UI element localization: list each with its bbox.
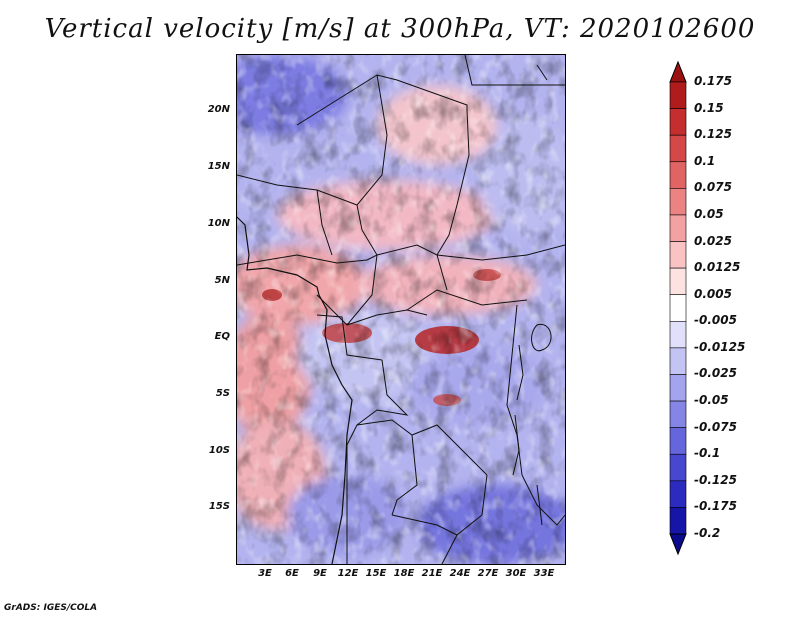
colorbar-tick-label: -0.05 <box>694 393 729 408</box>
lon-label: 33E <box>533 568 555 579</box>
credit-text: GrADS: IGES/COLA <box>4 603 98 613</box>
colorbar-tick-label: 0.125 <box>694 127 732 142</box>
colorbar-segment <box>669 374 687 402</box>
lat-label: 15N <box>207 161 230 172</box>
lon-label: 6E <box>285 568 299 579</box>
colorbar-segment <box>669 267 687 296</box>
colorbar-segment <box>669 294 687 322</box>
texture-light <box>237 55 565 564</box>
lon-label: 18E <box>393 568 415 579</box>
colorbar-tick-label: -0.125 <box>694 472 737 487</box>
coastline <box>237 216 353 564</box>
lon-label: 3E <box>258 568 272 579</box>
colorbar-tick-label: 0.15 <box>694 100 724 115</box>
colorbar-bottom-triangle <box>669 533 687 556</box>
country-borders <box>237 55 565 564</box>
lon-label: 21E <box>421 568 443 579</box>
colorbar-segment <box>669 214 687 242</box>
colorbar-segment <box>669 453 687 482</box>
lat-label: 15S <box>208 501 230 512</box>
lat-label: 5S <box>215 388 230 399</box>
colorbar-segment <box>669 320 687 349</box>
lat-label: 20N <box>207 104 230 115</box>
colorbar-tick-label: -0.025 <box>694 366 737 381</box>
lat-label: 10N <box>207 218 230 229</box>
lakes <box>512 323 552 526</box>
lon-label: 27E <box>477 568 499 579</box>
colorbar-tick-label: 0.05 <box>694 206 724 221</box>
colorbar-segment <box>669 161 687 189</box>
lon-label: 15E <box>365 568 387 579</box>
colorbar-tick-label: 0.025 <box>694 233 732 248</box>
colorbar-tick-label: -0.175 <box>694 499 737 514</box>
colorbar-tick-label: 0.175 <box>694 74 732 88</box>
colorbar-segment <box>669 241 687 269</box>
colorbar-segment <box>669 400 687 428</box>
lon-label: 30E <box>505 568 527 579</box>
colorbar-tick-label: 0.1 <box>694 153 716 168</box>
colorbar-segment <box>669 507 687 535</box>
colorbar-tick-label: 0.075 <box>694 180 732 195</box>
lon-label: 9E <box>313 568 327 579</box>
lon-label: 24E <box>449 568 471 579</box>
colorbar-tick-label: -0.2 <box>694 526 721 540</box>
map-svg <box>237 55 565 564</box>
colorbar-tick-label: -0.005 <box>694 313 737 328</box>
colorbar-segment <box>669 81 687 109</box>
lon-label: 12E <box>337 568 359 579</box>
lat-label: 5N <box>214 275 230 286</box>
colorbar-segment <box>669 188 687 216</box>
colorbar-segment <box>669 134 687 163</box>
map-panel <box>236 54 566 565</box>
colorbar-tick-label: -0.1 <box>694 446 721 461</box>
colorbar-tick-label: 0.005 <box>694 286 732 301</box>
chart-title: Vertical velocity [m/s] at 300hPa, VT: 2… <box>44 14 756 44</box>
lat-label: 10S <box>208 445 230 456</box>
colorbar-segment <box>669 427 687 455</box>
lat-label: EQ <box>214 331 230 342</box>
colorbar-tick-label: -0.0125 <box>694 339 746 354</box>
colorbar-segment <box>669 347 687 375</box>
colorbar-segment <box>669 108 687 136</box>
colorbar-tick-label: -0.075 <box>694 419 737 434</box>
colorbar <box>669 60 687 556</box>
colorbar-segment <box>669 480 687 508</box>
colorbar-top-triangle <box>669 60 687 83</box>
colorbar-tick-label: 0.0125 <box>694 260 741 275</box>
